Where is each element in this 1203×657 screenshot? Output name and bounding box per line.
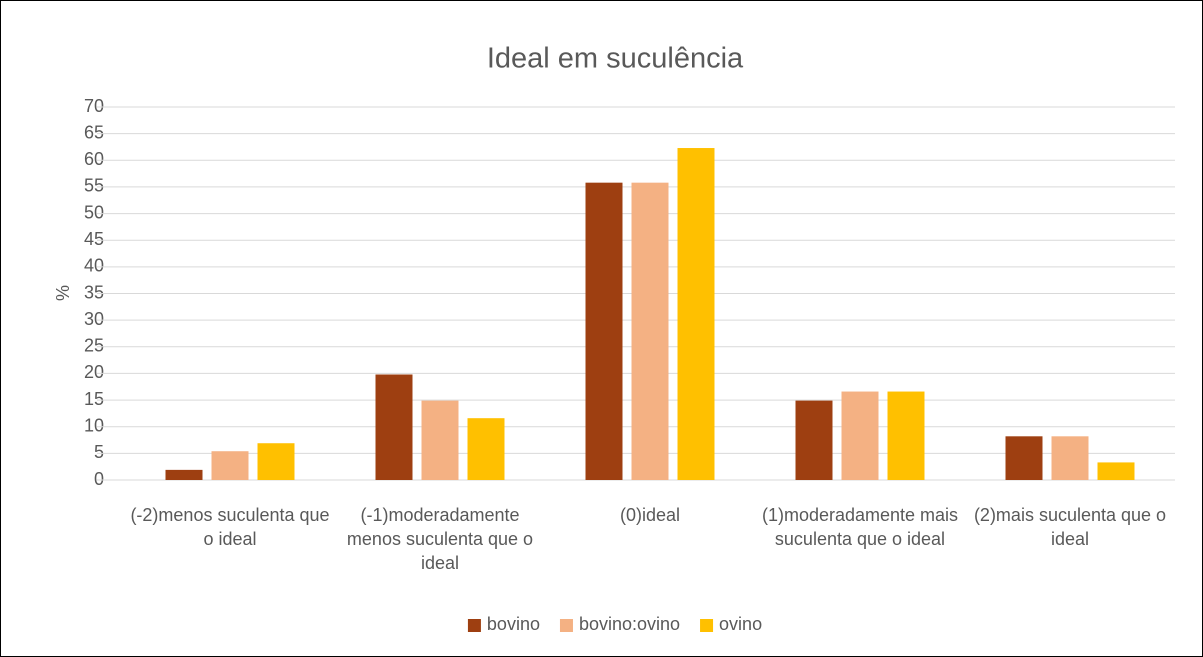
y-tick-label: 60 — [84, 149, 104, 169]
y-tick-label: 70 — [84, 96, 104, 116]
legend-swatch — [467, 619, 481, 632]
y-tick-label: 65 — [84, 122, 104, 142]
y-tick-label: 30 — [84, 309, 104, 329]
x-tick-label: (-1)moderadamente menos suculenta que o … — [346, 505, 534, 573]
chart-title: Ideal em suculência — [487, 43, 744, 75]
bar — [375, 374, 413, 480]
bar — [677, 148, 715, 480]
y-tick-label: 25 — [84, 336, 104, 356]
bar — [795, 400, 833, 480]
bar — [257, 443, 295, 480]
bar — [1005, 436, 1043, 480]
y-axis-label: % — [53, 285, 73, 301]
legend-label: bovino:ovino — [579, 614, 680, 634]
x-tick-label: (-2)menos suculenta que o ideal — [130, 505, 330, 549]
bar — [211, 451, 249, 480]
y-tick-label: 20 — [84, 362, 104, 382]
y-tick-label: 40 — [84, 256, 104, 276]
y-tick-label: 55 — [84, 176, 104, 196]
bar — [165, 469, 203, 480]
bar — [585, 182, 623, 480]
x-tick-label: (2)mais suculenta que o ideal — [973, 505, 1167, 549]
x-tick-label: (0)ideal — [619, 505, 681, 525]
legend-label: ovino — [719, 614, 762, 634]
bar — [421, 400, 459, 480]
y-tick-label: 5 — [94, 442, 104, 462]
y-tick-label: 0 — [94, 469, 104, 489]
legend-label: bovino — [487, 614, 540, 634]
bar — [1051, 436, 1089, 480]
y-tick-label: 50 — [84, 202, 104, 222]
legend-swatch — [700, 619, 714, 632]
y-tick-label: 10 — [84, 415, 104, 435]
y-tick-label: 35 — [84, 282, 104, 302]
y-tick-label: 15 — [84, 389, 104, 409]
bar — [887, 391, 925, 480]
legend-swatch — [559, 619, 573, 632]
x-tick-label: (1)moderadamente mais suculenta que o id… — [761, 505, 959, 549]
bar — [631, 182, 669, 480]
bar — [841, 391, 879, 480]
bar — [1097, 462, 1135, 480]
y-tick-label: 45 — [84, 229, 104, 249]
bar — [467, 418, 505, 480]
